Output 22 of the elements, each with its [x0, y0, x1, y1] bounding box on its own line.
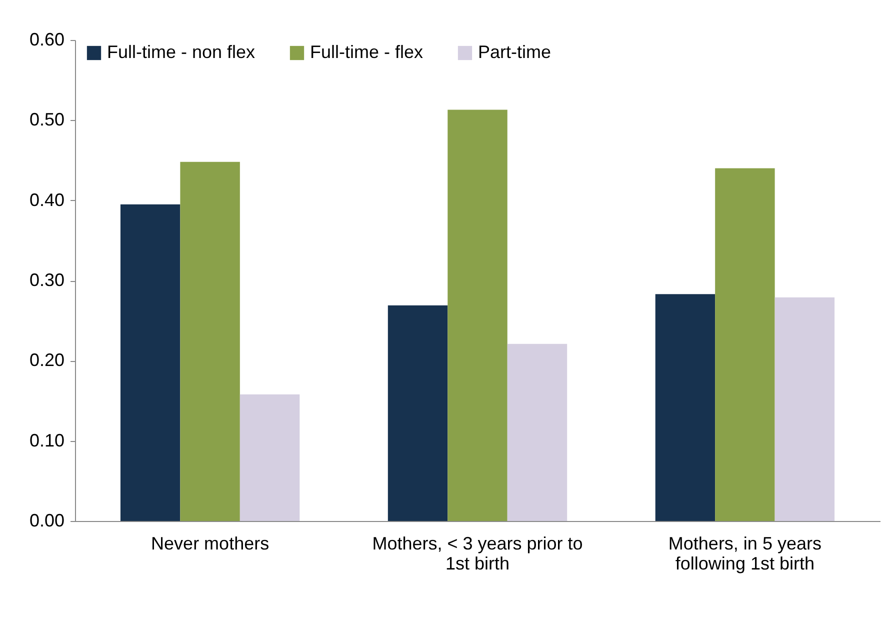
legend-label: Part-time	[478, 42, 552, 62]
bar	[240, 394, 300, 521]
x-tick-label: Mothers, in 5 years following 1st birth	[668, 534, 822, 574]
y-tick-label: 0.30	[29, 270, 64, 290]
bar	[655, 294, 716, 521]
legend-label: Full-time - flex	[310, 42, 424, 62]
bar	[180, 162, 240, 521]
bar	[120, 204, 180, 521]
y-tick-label: 0.40	[29, 190, 64, 210]
y-tick-label: 0.20	[29, 350, 64, 370]
x-tick-label: Mothers, < 3 years prior to 1st birth	[372, 534, 583, 574]
bar	[388, 305, 448, 521]
y-tick-label: 0.60	[29, 30, 64, 50]
x-tick-label: Never mothers	[151, 534, 270, 554]
legend-label: Full-time - non flex	[107, 42, 256, 62]
bar	[774, 297, 835, 521]
y-tick-label: 0.00	[29, 510, 64, 530]
bar	[715, 168, 775, 521]
bar	[507, 344, 568, 521]
y-tick-label: 0.50	[29, 110, 64, 130]
y-tick-label: 0.10	[29, 430, 64, 450]
bar	[448, 110, 508, 521]
